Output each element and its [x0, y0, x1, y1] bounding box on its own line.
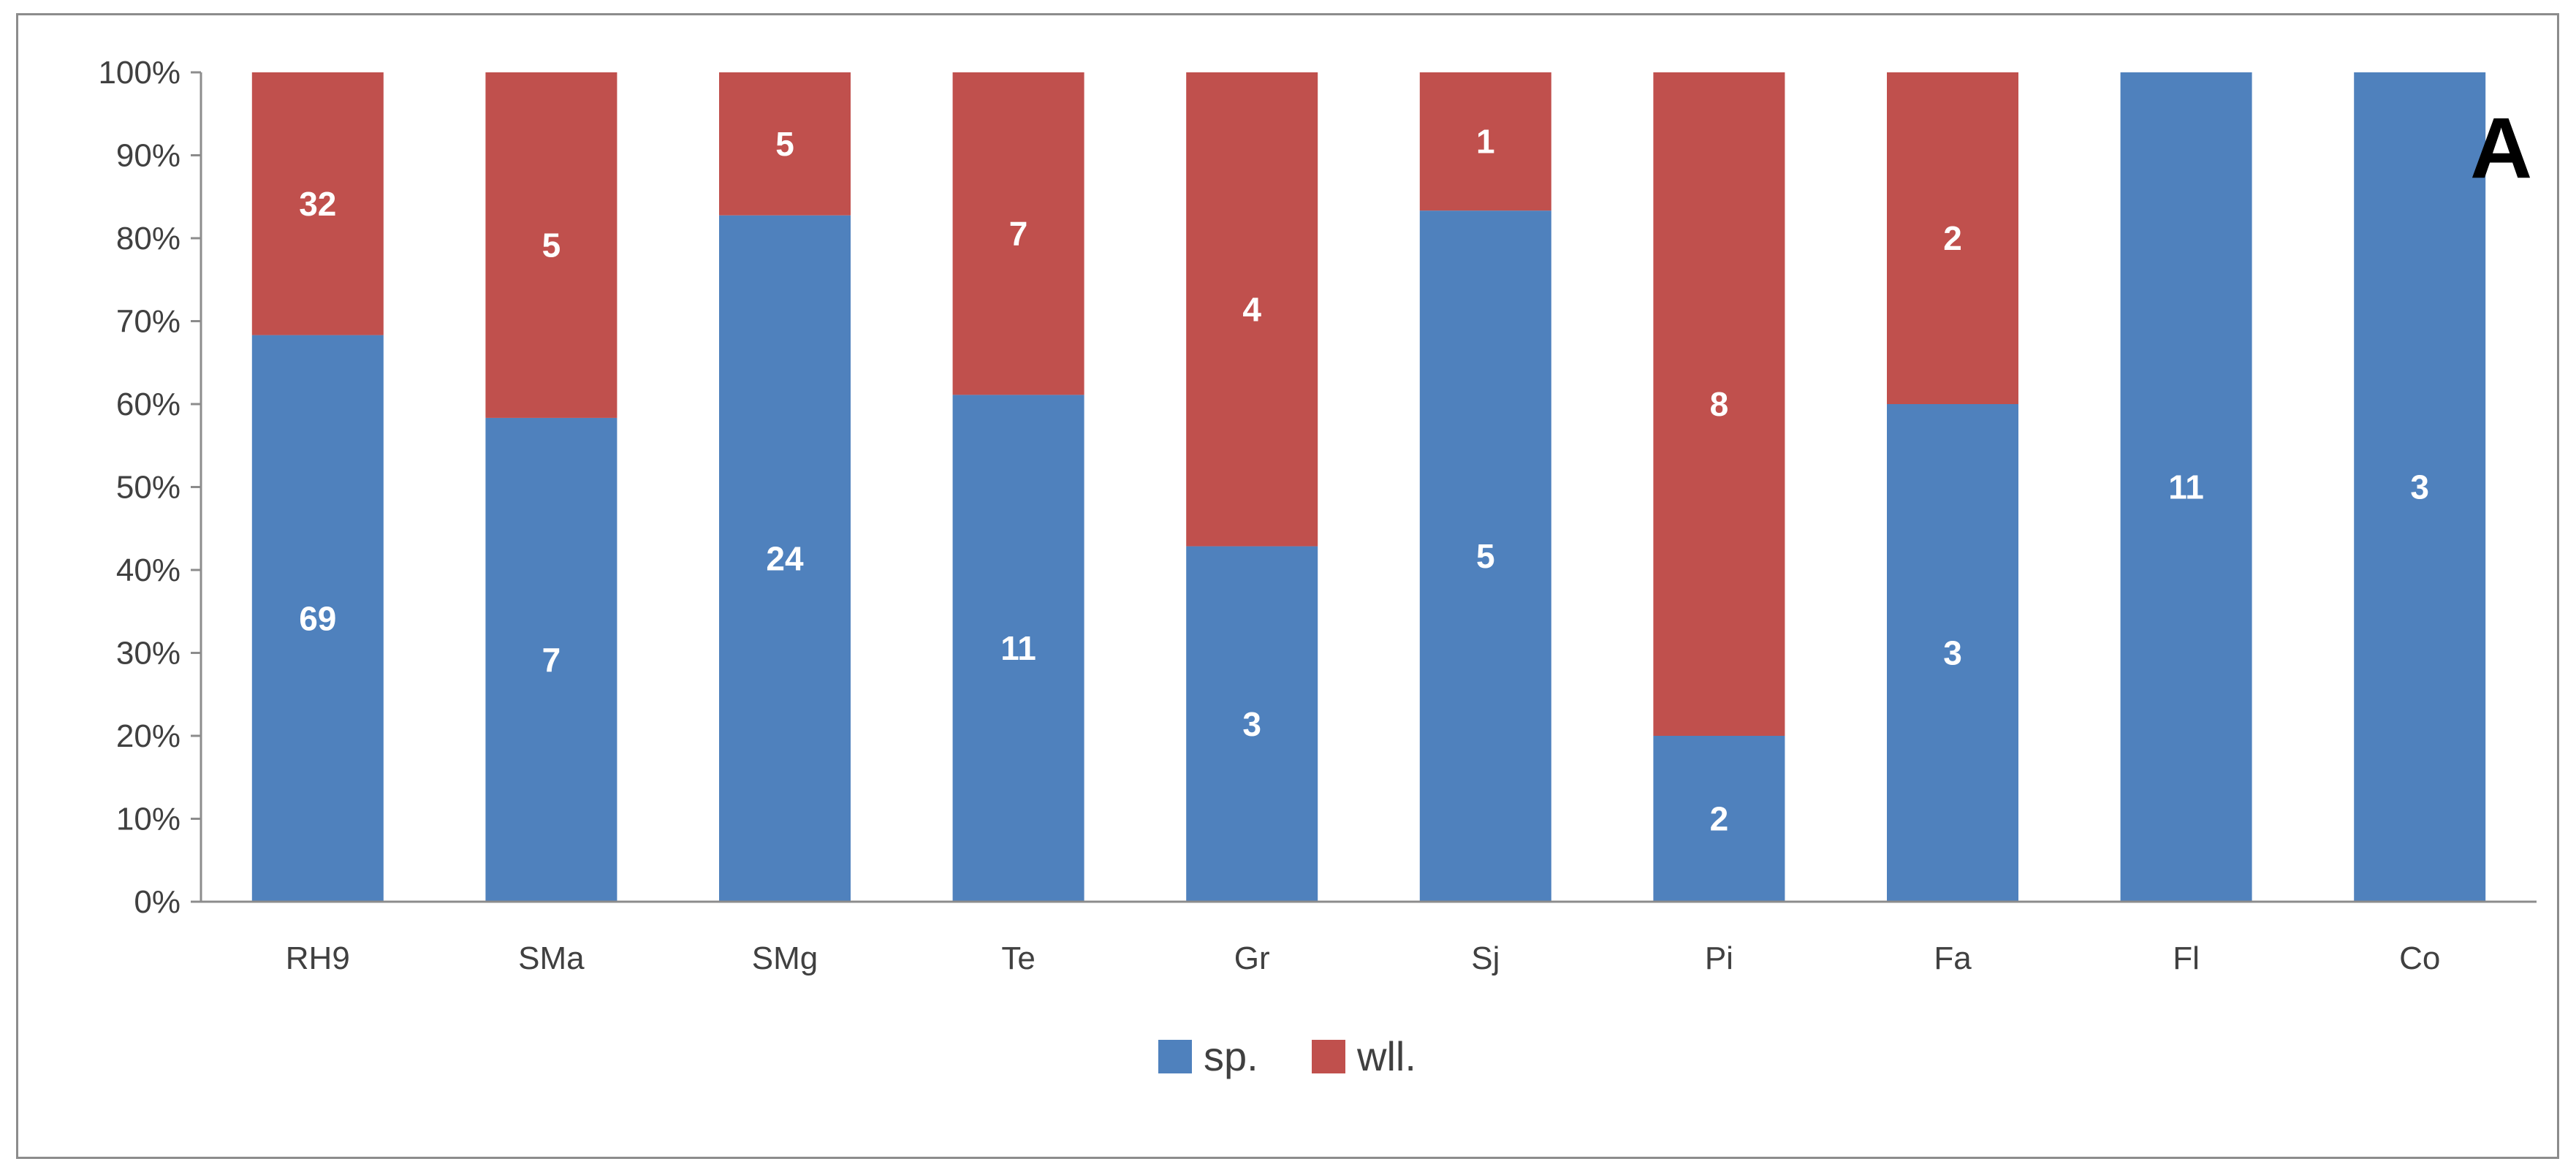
bar-smg-wll — [719, 72, 851, 216]
data-label: 7 — [1009, 215, 1028, 253]
y-tick-label: 30% — [116, 636, 181, 672]
x-tick-label: Fl — [2173, 940, 2200, 976]
bar-smg-sp — [719, 215, 851, 902]
legend-swatch — [1312, 1040, 1345, 1073]
data-label: 5 — [542, 226, 561, 264]
data-label: 3 — [2410, 468, 2429, 506]
bar-gr-sp — [1186, 546, 1318, 902]
data-label: 8 — [1710, 385, 1729, 423]
data-label: 2 — [1710, 800, 1729, 838]
bar-fa-sp — [1887, 404, 2018, 902]
x-tick-label: Sj — [1471, 940, 1500, 976]
data-label: 11 — [1000, 629, 1036, 667]
x-tick-label: Gr — [1234, 940, 1270, 976]
data-label: 5 — [1476, 537, 1495, 575]
bar-co-sp — [2354, 72, 2486, 902]
bar-pi-sp — [1653, 736, 1785, 902]
chart-frame: 0% 10% 20% 30% 40% 50% 60% 70% 80% 90% 100% 69 32 7 5… — [16, 13, 2559, 1159]
bar-sma-sp — [485, 417, 618, 902]
bar-te-wll — [952, 72, 1084, 395]
bar-gr-wll — [1186, 72, 1318, 547]
x-tick-label: Te — [1001, 940, 1035, 976]
data-label: 11 — [2168, 468, 2204, 506]
bar-sj-wll — [1419, 72, 1551, 211]
y-tick-label: 70% — [116, 304, 181, 340]
data-label: 3 — [1242, 705, 1261, 743]
y-tick-label: 100% — [98, 55, 181, 91]
bar-sj-sp — [1419, 210, 1551, 902]
data-label: 69 — [299, 599, 336, 637]
bar-fa-wll — [1887, 72, 2018, 404]
legend-label: sp. — [1204, 1033, 1258, 1079]
data-label: 5 — [775, 125, 794, 163]
data-label: 4 — [1242, 290, 1261, 328]
data-label: 3 — [1943, 634, 1962, 672]
y-tick-label: 0% — [134, 884, 181, 920]
x-tick-label: RH9 — [286, 940, 350, 976]
bar-pi-wll — [1653, 72, 1785, 736]
y-tick-label: 60% — [116, 387, 181, 422]
y-tick-label: 10% — [116, 802, 181, 837]
data-label: 2 — [1943, 219, 1962, 257]
y-tick-label: 90% — [116, 138, 181, 174]
stacked-bar-chart: 0%10%20%30%40%50%60%70%80%90%100% 693275… — [98, 55, 2537, 1079]
bar-fl-sp — [2120, 72, 2252, 902]
y-tick-label: 50% — [116, 470, 181, 506]
x-tick-label: Fa — [1934, 940, 1972, 976]
x-tick-label: Co — [2399, 940, 2440, 976]
y-tick-label: 40% — [116, 552, 181, 588]
bar-te-sp — [952, 395, 1084, 902]
data-label: 7 — [542, 641, 561, 679]
y-tick-label: 20% — [116, 718, 181, 754]
data-label: 1 — [1476, 123, 1495, 161]
legend-label: wll. — [1356, 1033, 1416, 1079]
data-label: 24 — [766, 539, 804, 577]
x-tick-label: SMg — [752, 940, 818, 976]
x-axis: RH9 SMa SMg Te Gr Sj Pi Fa Fl Co — [201, 900, 2537, 976]
y-tick-label: 80% — [116, 221, 181, 256]
x-tick-label: SMa — [518, 940, 585, 976]
legend: sp. wll. — [1158, 1033, 1416, 1079]
data-label: 32 — [299, 185, 336, 223]
legend-swatch — [1158, 1040, 1192, 1073]
bar-sma-wll — [485, 72, 618, 418]
x-tick-label: Pi — [1705, 940, 1733, 976]
y-axis: 0% 10% 20% 30% 40% 50% 60% 70% 80% 90% 100% — [98, 55, 202, 920]
bar-rh9-sp — [251, 335, 384, 902]
bar-rh9-wll — [251, 72, 384, 335]
panel-label: A — [2470, 100, 2532, 197]
